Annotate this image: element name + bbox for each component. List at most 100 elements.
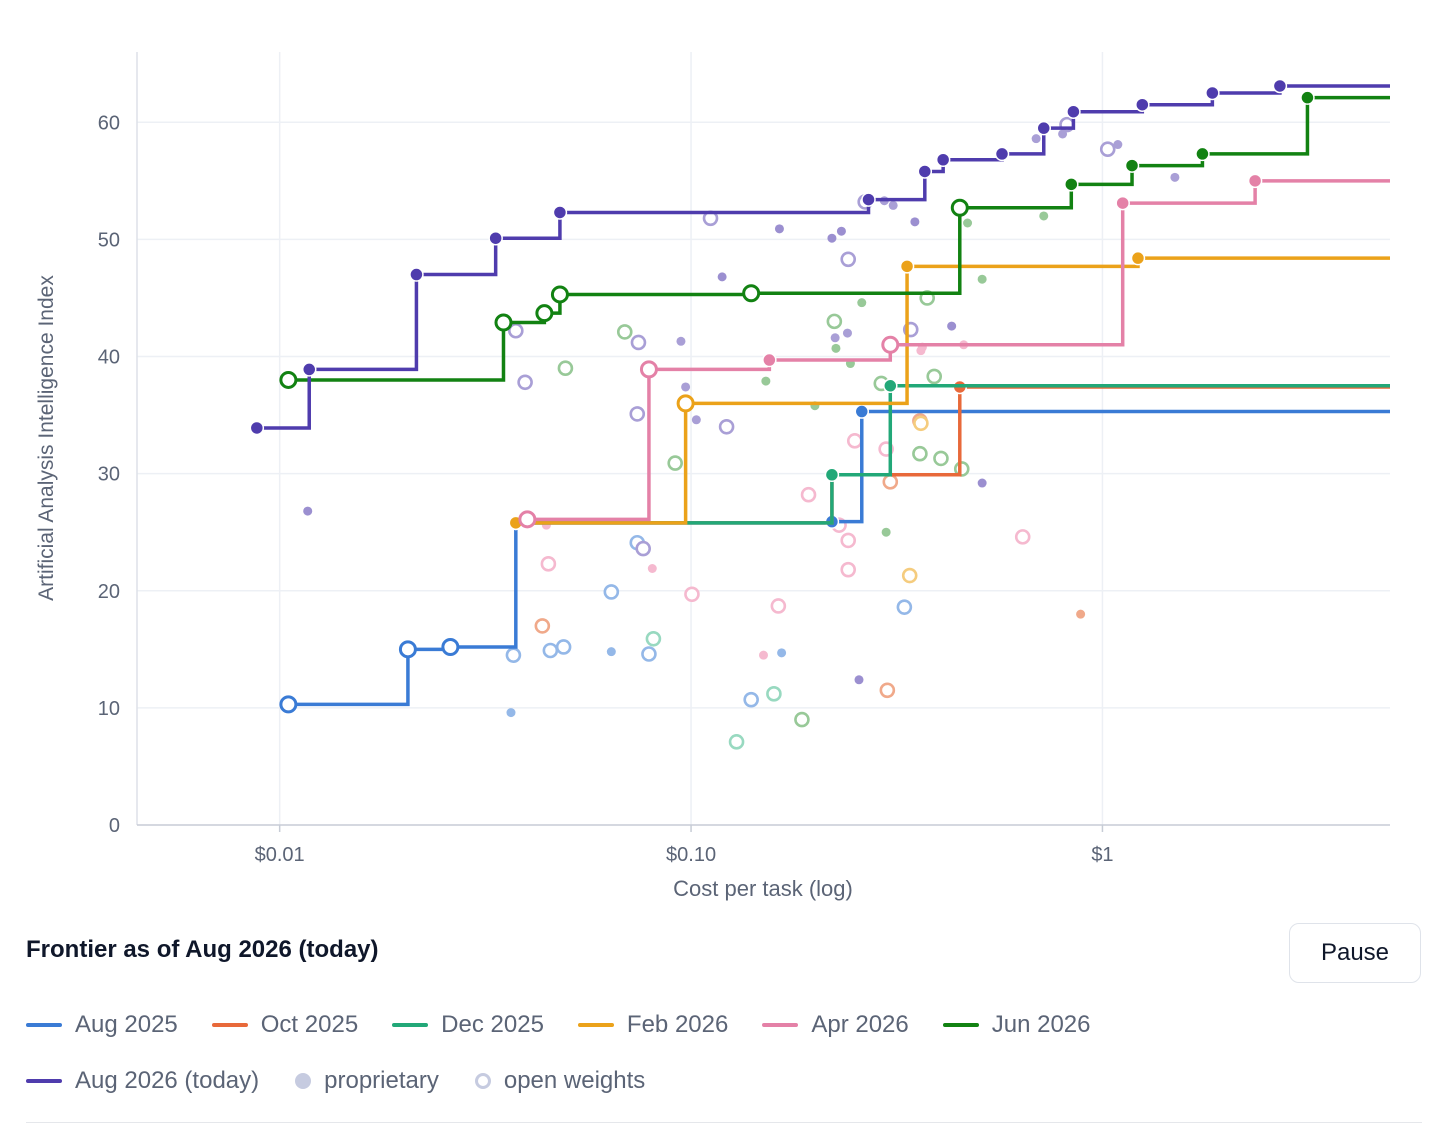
legend-item[interactable]: Feb 2026: [577, 1006, 728, 1044]
model-point-open: [718, 418, 735, 435]
model-point-open: [901, 567, 918, 584]
frontier-point-proprietary: [488, 230, 503, 246]
legend-item[interactable]: Jun 2026: [942, 1006, 1091, 1044]
y-tick-label: 20: [98, 581, 120, 603]
model-point-proprietary: [910, 217, 920, 227]
model-point-open: [641, 646, 657, 662]
frontier-point-proprietary: [552, 205, 568, 220]
y-tick-label: 40: [98, 347, 120, 369]
model-point-proprietary: [831, 343, 841, 353]
model-point-proprietary: [854, 675, 864, 685]
model-point-proprietary: [963, 218, 973, 228]
frontier-series-jun-2026: [279, 90, 1390, 389]
frontier-point-proprietary: [1135, 97, 1150, 112]
frontier-step-line: [515, 384, 1390, 525]
model-point-open: [616, 324, 633, 340]
grid: [137, 52, 1390, 825]
frontier-series-feb-2026: [508, 250, 1390, 531]
legend-item[interactable]: Apr 2026: [762, 1006, 909, 1044]
legend-line-swatch: [26, 1023, 62, 1027]
legend-item[interactable]: proprietary: [293, 1062, 439, 1100]
frontier-series-aug-2026-today: [249, 78, 1390, 436]
model-point-proprietary: [1170, 172, 1180, 182]
legend-label: open weights: [503, 1067, 646, 1094]
frontier-series: [249, 78, 1390, 714]
chart: 0 10 20 30 40 50 60 $0.01 $0.10 $1 Cost per task …: [35, 52, 1390, 901]
model-point-open: [635, 540, 651, 557]
model-point-proprietary: [1076, 609, 1086, 619]
model-point-proprietary: [761, 376, 771, 386]
legend-label: Apr 2026: [811, 1011, 909, 1038]
frontier-point-proprietary: [301, 362, 317, 377]
frontier-point-proprietary: [861, 192, 876, 207]
x-tick-label: $0.10: [666, 844, 716, 866]
model-point-proprietary: [827, 233, 837, 243]
model-point-proprietary: [1039, 211, 1049, 221]
model-point-open: [517, 374, 533, 391]
legend-ring-swatch: [474, 1073, 491, 1089]
frontier-point-open: [881, 335, 900, 354]
frontier-point-proprietary: [1272, 78, 1288, 94]
legend-line-swatch: [211, 1023, 248, 1027]
legend-label: proprietary: [324, 1067, 439, 1094]
frontier-step-line: [515, 256, 1390, 525]
legend-label: Oct 2025: [260, 1011, 359, 1038]
legend-label: Aug 2026 (today): [75, 1067, 260, 1094]
frontier-point-proprietary: [883, 378, 898, 394]
y-tick-label: 60: [98, 112, 120, 134]
legend-item[interactable]: Oct 2025: [211, 1006, 359, 1044]
model-point-open: [766, 686, 782, 702]
model-point-open: [645, 630, 662, 647]
frontier-series-dec-2025: [508, 378, 1390, 531]
model-point-proprietary: [836, 226, 846, 236]
frontier-point-proprietary: [994, 146, 1010, 162]
model-point-proprietary: [303, 506, 313, 516]
model-point-open: [840, 532, 857, 549]
model-point-open: [629, 406, 646, 422]
model-point-open: [743, 691, 759, 708]
frontier-series-aug-2025: [279, 404, 1390, 714]
legend-line-swatch: [26, 1079, 62, 1083]
model-point-proprietary: [717, 272, 727, 282]
model-point-open: [540, 556, 557, 572]
frontier-point-proprietary: [917, 164, 933, 179]
frontier-step-line: [515, 385, 1390, 525]
model-point-open: [912, 445, 928, 462]
frontier-point-open: [535, 304, 554, 323]
model-point-proprietary: [759, 650, 768, 660]
model-point-open: [896, 599, 913, 615]
frontier-step-line: [288, 409, 1390, 707]
legend-line-swatch: [392, 1023, 429, 1027]
background-points: [303, 116, 1180, 750]
frontier-point-open: [494, 313, 513, 332]
model-point-proprietary: [681, 382, 691, 392]
model-point-open: [630, 334, 647, 351]
frontier-point-open: [742, 284, 761, 303]
frontier-point-open: [639, 360, 658, 379]
legend-label: Dec 2025: [441, 1011, 544, 1038]
model-point-open: [1014, 529, 1031, 545]
model-point-proprietary: [606, 647, 616, 657]
frontier-point-proprietary: [409, 267, 424, 282]
legend-item[interactable]: Aug 2026 (today): [26, 1062, 259, 1100]
model-point-proprietary: [1031, 134, 1041, 144]
frontier-point-proprietary: [1066, 104, 1081, 119]
model-point-proprietary: [830, 333, 840, 343]
frontier-point-open: [950, 198, 969, 217]
pause-button[interactable]: Pause: [1289, 923, 1421, 983]
legend-item[interactable]: Aug 2025: [26, 1006, 178, 1044]
axes: 0 10 20 30 40 50 60 $0.01 $0.10 $1: [98, 52, 1390, 866]
frontier-point-open: [398, 640, 417, 659]
legend-item[interactable]: Dec 2025: [392, 1006, 544, 1044]
frontier-point-proprietary: [1064, 177, 1079, 192]
legend-line-swatch: [577, 1023, 614, 1027]
legend-dot-swatch: [295, 1073, 312, 1089]
legend-item[interactable]: open weights: [473, 1062, 645, 1100]
model-point-open: [505, 647, 522, 663]
model-point-open: [879, 682, 896, 699]
frontier-point-proprietary: [1124, 158, 1140, 173]
frontier-point-open: [550, 285, 569, 304]
model-point-open: [1099, 141, 1116, 158]
model-point-open: [684, 586, 700, 603]
x-tick-label: $1: [1091, 844, 1113, 866]
